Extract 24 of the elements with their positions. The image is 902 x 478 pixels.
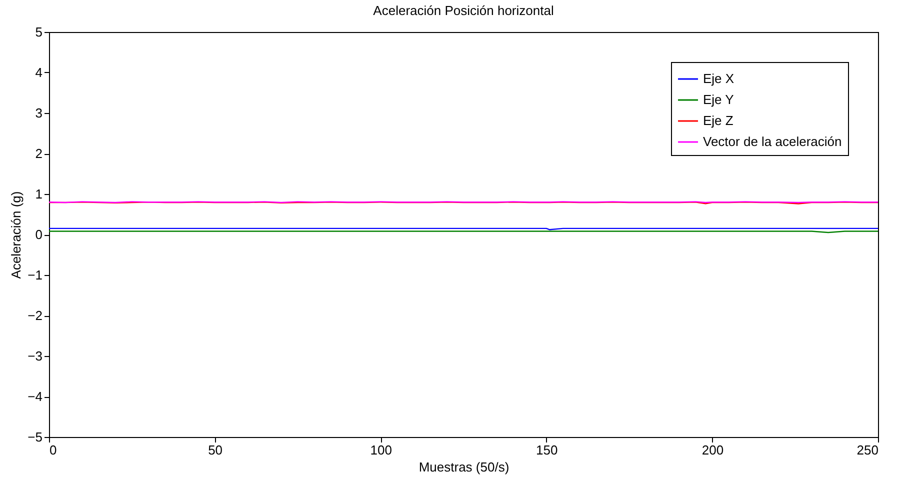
x-tick-label: 200	[702, 442, 724, 458]
legend-label: Vector de la aceleración	[703, 134, 842, 149]
x-tick-label: 100	[370, 442, 392, 458]
y-tick-label: −1	[28, 268, 42, 282]
y-tick-label: 4	[35, 65, 42, 80]
legend-label: Eje X	[703, 71, 734, 86]
y-tick-label: −4	[28, 389, 42, 404]
legend-label: Eje Z	[703, 113, 734, 128]
chart-title: Aceleración Posición horizontal	[373, 3, 554, 18]
legend-label: Eje Y	[703, 92, 734, 107]
y-tick-label: 2	[35, 146, 42, 161]
x-axis-title: Muestras (50/s)	[418, 460, 510, 474]
y-tick-label: −5	[28, 430, 42, 444]
x-tick-label: 50	[208, 442, 223, 458]
y-tick-label: −3	[28, 348, 42, 364]
x-tick-label: 250	[856, 442, 878, 458]
y-tick-label: 3	[35, 106, 42, 120]
y-axis-title: Aceleración (g)	[8, 191, 24, 279]
y-tick-label: 1	[35, 186, 42, 202]
x-tick-label: 150	[536, 442, 558, 458]
y-tick-label: −2	[28, 308, 42, 323]
y-tick-label: 5	[35, 24, 42, 40]
x-tick-label: 0	[50, 442, 57, 458]
y-tick-label: 0	[35, 227, 42, 242]
